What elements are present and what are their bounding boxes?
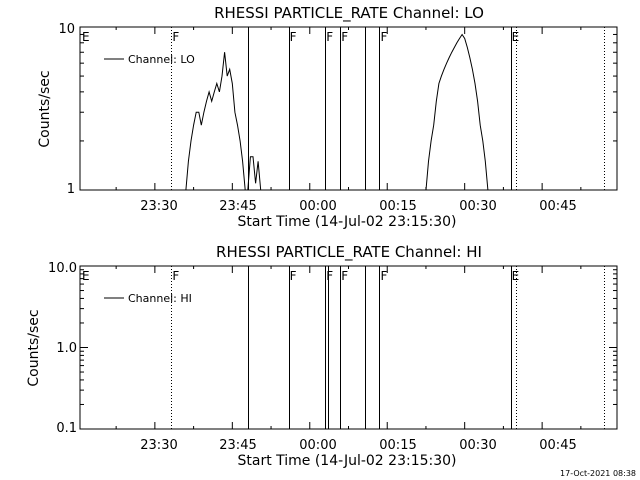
x-axis-label-hi: Start Time (14-Jul-02 23:15:30) bbox=[237, 453, 456, 469]
x-tick-label-0015: 00:15 bbox=[379, 438, 416, 453]
x-tick-label-0030: 00:30 bbox=[459, 438, 496, 453]
chart-title-lo: RHESSI PARTICLE_RATE Channel: LO bbox=[214, 4, 484, 23]
annotation-label: E bbox=[512, 30, 520, 44]
y-axis-label-lo: Counts/sec bbox=[37, 70, 53, 147]
annotation-label: F bbox=[380, 30, 387, 44]
y-tick-label-1: 1 bbox=[67, 182, 75, 197]
x-tick-label-0045: 00:45 bbox=[539, 199, 576, 214]
legend-label-hi: Channel: HI bbox=[128, 292, 192, 305]
y-tick-label-10.0: 10.0 bbox=[48, 261, 77, 276]
annotation-label: E bbox=[512, 269, 520, 283]
x-tick-label-0000: 00:00 bbox=[299, 199, 336, 214]
annotation-label: E bbox=[82, 269, 90, 283]
x-tick-label-2345: 23:45 bbox=[219, 438, 256, 453]
x-axis-label-lo: Start Time (14-Jul-02 23:15:30) bbox=[237, 214, 456, 230]
x-tick-label-2330: 23:30 bbox=[140, 438, 177, 453]
annotation-label: F bbox=[290, 269, 297, 283]
legend-label-lo: Channel: LO bbox=[128, 53, 195, 66]
annotation-label: F bbox=[341, 269, 348, 283]
annotation-label: F bbox=[290, 30, 297, 44]
x-tick-label-0030: 00:30 bbox=[459, 199, 496, 214]
annotation-label: F bbox=[172, 30, 179, 44]
annotation-label: F bbox=[172, 269, 179, 283]
y-tick-label-0.1: 0.1 bbox=[56, 421, 77, 436]
y-axis-label-hi: Counts/sec bbox=[26, 309, 42, 386]
x-tick-label-0045: 00:45 bbox=[539, 438, 576, 453]
series-line bbox=[185, 33, 489, 191]
annotation-label: F bbox=[380, 269, 387, 283]
y-tick-label-10: 10 bbox=[58, 22, 75, 37]
chart-title-hi: RHESSI PARTICLE_RATE Channel: HI bbox=[216, 243, 482, 262]
annotation-label: F bbox=[341, 30, 348, 44]
x-tick-label-0000: 00:00 bbox=[299, 438, 336, 453]
x-tick-label-2330: 23:30 bbox=[140, 199, 177, 214]
timestamp-stamp: 17-Oct-2021 08:38 bbox=[560, 469, 636, 478]
x-tick-label-0015: 00:15 bbox=[379, 199, 416, 214]
x-tick-label-2345: 23:45 bbox=[219, 199, 256, 214]
annotation-label: E bbox=[82, 30, 90, 44]
annotation-label: F bbox=[326, 269, 333, 283]
y-tick-label-1.0: 1.0 bbox=[56, 341, 77, 356]
annotation-label: F bbox=[326, 30, 333, 44]
